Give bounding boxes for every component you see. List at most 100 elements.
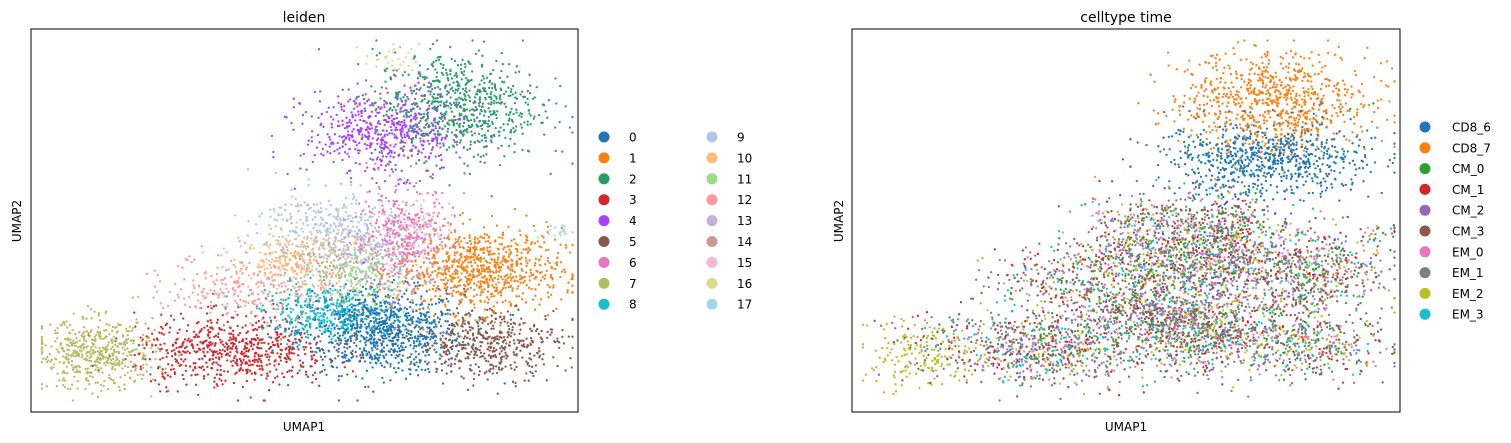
- scatter-point: [355, 273, 358, 277]
- scatter-point: [390, 114, 393, 117]
- scatter-point: [338, 280, 341, 283]
- scatter-point: [94, 381, 97, 384]
- scatter-point: [409, 344, 412, 347]
- scatter-point: [403, 93, 407, 96]
- scatter-point: [474, 106, 477, 109]
- scatter-point: [492, 327, 495, 330]
- scatter-point: [421, 284, 424, 287]
- scatter-point: [303, 348, 306, 351]
- scatter-point: [468, 353, 471, 356]
- scatter-point: [473, 109, 476, 112]
- scatter-point: [202, 287, 205, 291]
- scatter-point: [398, 246, 401, 249]
- scatter-point: [471, 327, 475, 330]
- scatter-point: [461, 329, 465, 333]
- scatter-point: [489, 367, 492, 371]
- scatter-point: [493, 252, 496, 255]
- scatter-point: [567, 335, 571, 338]
- scatter-point: [77, 346, 80, 349]
- scatter-point: [463, 62, 467, 66]
- scatter-point: [526, 90, 529, 93]
- scatter-point: [505, 281, 509, 284]
- scatter-point: [333, 133, 337, 136]
- scatter-point: [300, 243, 304, 246]
- scatter-point: [332, 118, 335, 121]
- scatter-point: [526, 103, 530, 106]
- scatter-point: [97, 312, 101, 315]
- scatter-point: [101, 371, 104, 374]
- scatter-point: [336, 141, 339, 145]
- scatter-point: [383, 239, 387, 242]
- scatter-point: [176, 331, 179, 335]
- scatter-point: [317, 319, 321, 322]
- scatter-point: [145, 343, 148, 347]
- scatter-point: [228, 354, 231, 358]
- scatter-point: [382, 337, 385, 340]
- scatter-point: [358, 133, 361, 136]
- scatter-point: [510, 279, 513, 282]
- scatter-point: [407, 110, 410, 114]
- scatter-point: [511, 289, 514, 292]
- scatter-point: [386, 133, 389, 137]
- scatter-point: [384, 254, 387, 257]
- scatter-point: [459, 139, 462, 142]
- scatter-point: [480, 79, 483, 82]
- scatter-point: [233, 258, 236, 261]
- scatter-point: [258, 367, 262, 371]
- scatter-point: [111, 357, 115, 361]
- scatter-point: [457, 87, 460, 90]
- scatter-point: [342, 249, 345, 253]
- scatter-point: [332, 215, 335, 218]
- scatter-point: [362, 347, 366, 350]
- scatter-point: [328, 272, 331, 275]
- scatter-point: [419, 223, 422, 226]
- scatter-point: [410, 154, 413, 157]
- scatter-point: [341, 324, 345, 327]
- scatter-point: [424, 360, 427, 363]
- scatter-point: [392, 199, 395, 203]
- scatter-point: [428, 347, 432, 350]
- scatter-point: [401, 238, 404, 242]
- scatter-point: [107, 376, 111, 380]
- scatter-point: [280, 349, 284, 352]
- scatter-point: [364, 282, 368, 286]
- scatter-point: [482, 226, 485, 229]
- scatter-point: [332, 246, 335, 250]
- scatter-point: [395, 188, 398, 192]
- scatter-point: [254, 223, 258, 226]
- scatter-point: [390, 329, 393, 333]
- scatter-point: [117, 322, 120, 326]
- scatter-point: [336, 210, 340, 214]
- scatter-point: [173, 348, 176, 352]
- scatter-point: [433, 320, 436, 323]
- scatter-point: [414, 336, 417, 340]
- scatter-point: [335, 349, 338, 352]
- scatter-point: [492, 112, 495, 115]
- scatter-point: [457, 237, 460, 240]
- scatter-point: [202, 294, 205, 298]
- scatter-point: [371, 102, 374, 105]
- scatter-point: [268, 370, 272, 373]
- scatter-point: [285, 264, 288, 267]
- scatter-point: [266, 292, 270, 296]
- scatter-point: [338, 217, 342, 220]
- scatter-point: [218, 377, 221, 381]
- scatter-point: [424, 123, 428, 127]
- scatter-point: [221, 266, 224, 269]
- scatter-point: [471, 276, 475, 279]
- scatter-point: [476, 322, 480, 325]
- scatter-point: [63, 379, 67, 382]
- scatter-point: [484, 139, 488, 143]
- scatter-point: [386, 301, 389, 304]
- scatter-point: [295, 261, 299, 264]
- scatter-point: [206, 346, 209, 349]
- scatter-point: [494, 126, 497, 130]
- scatter-point: [547, 248, 550, 252]
- scatter-point: [229, 332, 233, 335]
- scatter-point: [523, 379, 526, 382]
- scatter-point: [340, 327, 343, 330]
- scatter-point: [486, 308, 489, 312]
- scatter-point: [64, 338, 67, 341]
- scatter-point: [389, 379, 392, 382]
- scatter-point: [350, 202, 353, 205]
